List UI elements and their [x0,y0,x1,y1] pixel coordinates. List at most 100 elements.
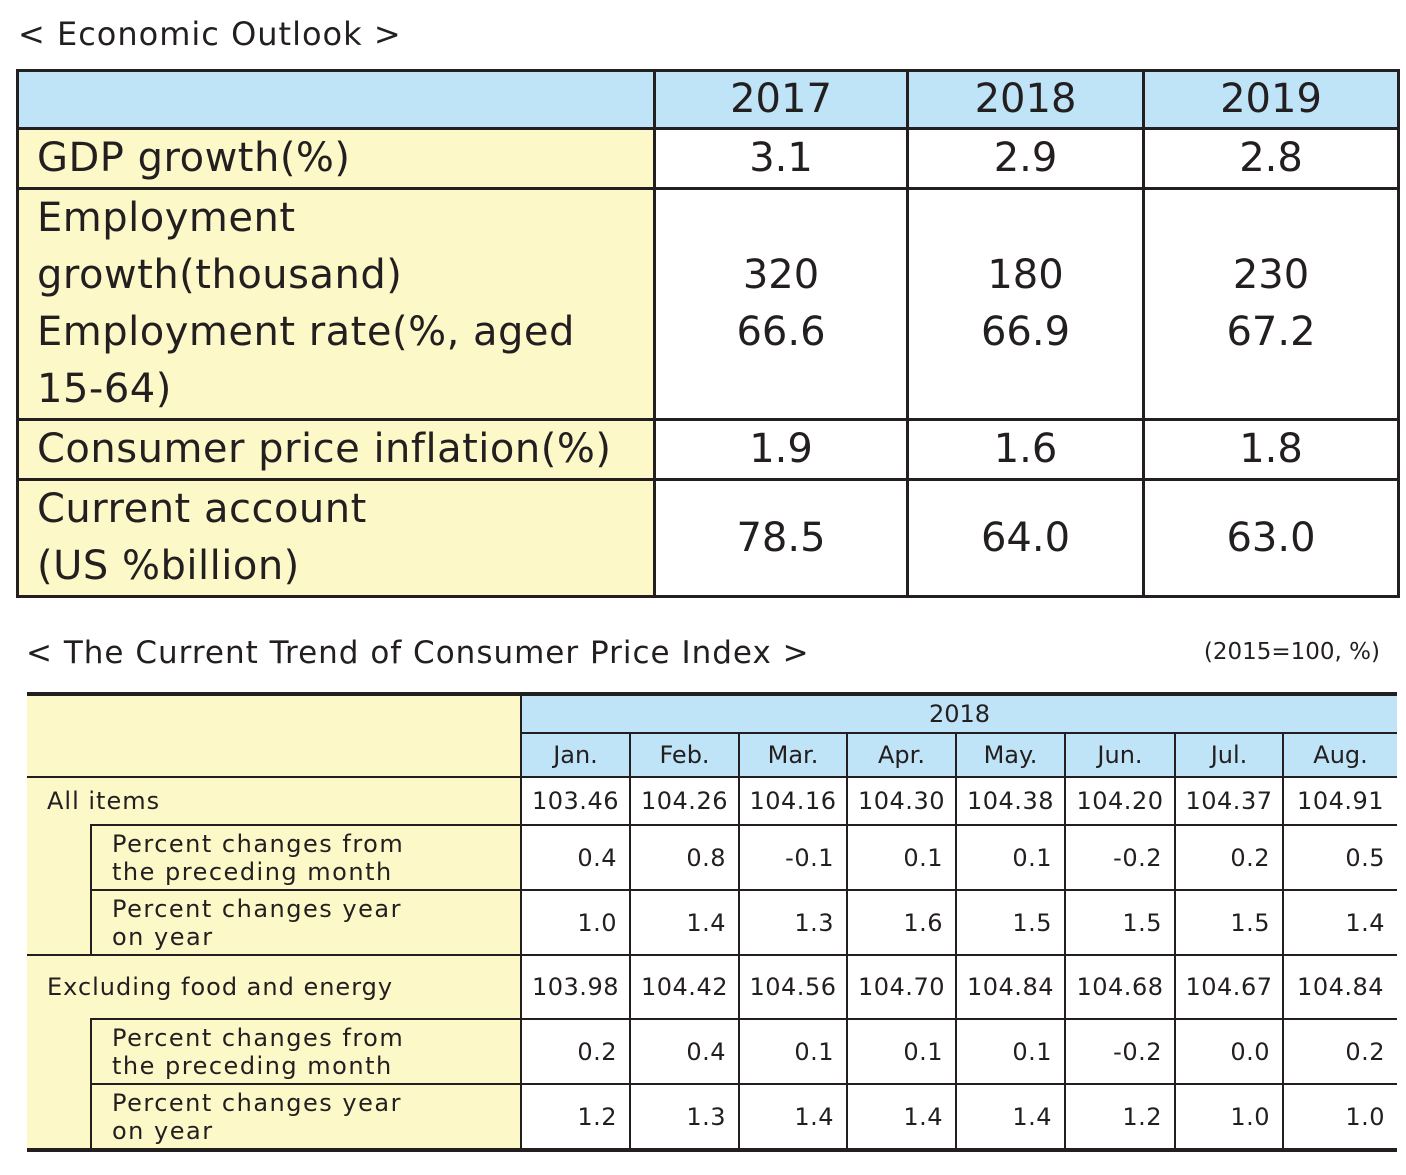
cpi-change-value: 0.8 [629,824,739,890]
cell-value: 64.0 [980,514,1071,561]
outlook-row-label: GDP growth(%) [16,127,656,190]
cell-value: 67.2 [1226,309,1316,355]
outlook-header-blank [16,69,656,130]
cpi-index-value: 104.16 [738,776,847,825]
outlook-year-header: 2017 [653,69,909,130]
cpi-month-header: May. [955,733,1065,777]
cpi-change-value: 1.5 [955,889,1065,955]
outlook-header-row: 2017 2018 2019 [16,69,1400,130]
cpi-change-value: 0.0 [1174,1018,1283,1084]
cpi-month-header: Jul. [1174,733,1283,777]
outlook-row-employment: Employment growth(thousand) Employment r… [16,187,1400,421]
cpi-row-core-mom: Percent changes from the preceding month… [27,1018,1398,1150]
cpi-change-value: 0.2 [520,1018,630,1084]
label-line: Employment rate(%, aged [37,309,575,355]
cpi-change-value: 1.3 [738,889,847,955]
cpi-change-value: 1.0 [520,889,630,955]
cpi-change-value: 1.4 [629,889,739,955]
label-line: Employment [37,195,296,241]
cell-value: 2.8 [1239,135,1303,181]
cpi-unit-note: (2015=100, %) [1203,639,1380,665]
cpi-index-value: 103.46 [520,776,630,825]
cpi-row-core: Excluding food and energy 103.98 104.42 … [27,954,1398,1019]
outlook-cell: 1.8 [1142,418,1400,481]
cell-value: 78.5 [736,514,826,561]
cpi-change-value: 1.5 [1064,889,1175,955]
label-line: the preceding month [112,1051,393,1080]
label-line: Consumer price inflation(%) [37,426,612,472]
cpi-month-header: Mar. [738,733,847,777]
cpi-change-value: 0.4 [520,824,630,890]
cell-value: 2.9 [993,135,1058,181]
cpi-change-value: 1.2 [1064,1083,1175,1150]
label-line: GDP growth(%) [37,135,351,181]
cpi-change-value: 1.5 [1174,889,1283,955]
cell-value: 230 [1232,252,1310,298]
cell-value: 66.9 [980,309,1071,355]
outlook-cell: 2.8 [1142,127,1400,190]
cpi-month-header: Jan. [520,733,630,777]
outlook-cell: 3.1 [653,127,909,190]
cell-value: 320 [742,252,820,298]
cpi-change-value: 1.4 [846,1083,956,1150]
outlook-cell: 64.0 [906,478,1145,598]
cpi-index-value: 104.84 [955,954,1065,1019]
outlook-cell: 320 66.6 [653,187,909,421]
outlook-row-gdp: GDP growth(%) 3.1 2.9 2.8 [16,127,1400,190]
cpi-index-value: 104.30 [846,776,956,825]
cpi-change-value: 0.1 [846,824,956,890]
label-line: growth(thousand) [37,252,403,298]
outlook-row-label: Employment growth(thousand) Employment r… [16,187,656,421]
outlook-row-label: Consumer price inflation(%) [16,418,656,481]
cpi-index-value: 104.26 [629,776,739,825]
cpi-change-value: 1.0 [1174,1083,1283,1150]
cpi-change-value: -0.1 [738,824,847,890]
outlook-cell: 63.0 [1142,478,1400,598]
outlook-cell: 1.6 [906,418,1145,481]
cpi-index-value: 104.91 [1281,776,1398,825]
cpi-change-value: 1.6 [846,889,956,955]
cpi-sub-label: Percent changes year on year [90,1083,521,1150]
cpi-month-header: Feb. [629,733,739,777]
cpi-change-value: 1.4 [738,1083,847,1150]
cell-value: 66.6 [736,309,826,355]
cpi-sub-label: Percent changes from the preceding month [90,824,521,890]
cpi-change-value: 1.2 [520,1083,630,1150]
cpi-change-value: -0.2 [1064,824,1175,890]
cpi-sub-label: Percent changes year on year [90,889,521,955]
label-line: (US %billion) [37,543,300,589]
label-line: 15-64) [37,366,172,412]
cpi-index-value: 104.84 [1281,954,1398,1019]
cpi-indent-spacer [27,825,91,955]
cpi-year-header: 2018 [519,694,1398,734]
cpi-index-value: 104.68 [1064,954,1175,1019]
cpi-row-core-yoy: Percent changes year on year 1.2 1.3 1.4… [27,1083,1398,1150]
cpi-change-value: 0.1 [955,1018,1065,1084]
cpi-month-header: Jun. [1064,733,1175,777]
cpi-change-value: 1.4 [1281,889,1398,955]
cpi-change-value: 1.4 [955,1083,1065,1150]
cell-value: 3.1 [749,135,813,181]
outlook-row-current-account: Current account (US %billion) 78.5 64.0 … [16,478,1400,598]
cpi-change-value: 0.4 [629,1018,739,1084]
cpi-month-row: Jan. Feb. Mar. Apr. May. Jun. Jul. Aug. [27,733,1398,777]
cpi-index-value: 104.56 [738,954,847,1019]
cell-value: 1.9 [749,426,813,472]
cpi-change-value: 0.5 [1281,824,1398,890]
outlook-cell: 230 67.2 [1142,187,1400,421]
cpi-change-value: 0.1 [846,1018,956,1084]
cpi-change-value: 1.0 [1281,1083,1398,1150]
cpi-row-all-items-yoy: Percent changes year on year 1.0 1.4 1.3… [27,889,1398,955]
cpi-index-value: 103.98 [520,954,630,1019]
label-line: on year [112,922,214,951]
cpi-index-value: 104.67 [1174,954,1283,1019]
economic-outlook-table: 2017 2018 2019 GDP growth(%) 3.1 2.9 2.8… [16,69,1400,598]
outlook-cell: 180 66.9 [906,187,1145,421]
outlook-row-inflation: Consumer price inflation(%) 1.9 1.6 1.8 [16,418,1400,481]
cpi-trend-table: 2018 Jan. Feb. Mar. Apr. May. Jun. Jul. … [27,692,1398,1152]
cpi-month-header: Aug. [1281,733,1398,777]
cpi-change-value: 0.2 [1281,1018,1398,1084]
cpi-trend-title: < The Current Trend of Consumer Price In… [26,635,810,671]
cpi-change-value: 0.1 [955,824,1065,890]
cpi-group-label: All items [27,776,521,825]
